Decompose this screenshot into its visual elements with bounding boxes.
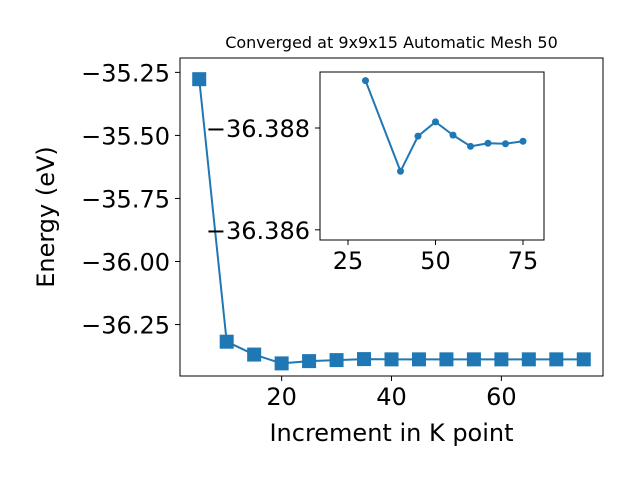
main-data-point — [192, 72, 207, 87]
main-data-point — [357, 352, 372, 367]
inset-data-point — [432, 118, 439, 126]
main-data-point — [466, 352, 481, 367]
main-data-point — [494, 352, 509, 367]
inset-data-point — [397, 167, 404, 175]
main-series — [192, 72, 591, 371]
inset-y-ticks: −36.388 −36.386 — [206, 115, 320, 245]
inset-data-point — [449, 131, 457, 139]
main-data-point — [439, 352, 454, 367]
inset-data-point — [414, 132, 422, 140]
main-data-point — [247, 347, 262, 362]
inset-data-point — [467, 142, 474, 150]
main-x-tick-label: 20 — [266, 383, 297, 411]
x-axis-label: Increment in K point — [269, 419, 513, 447]
main-data-point — [329, 353, 344, 368]
main-y-tick-label: −36.25 — [81, 312, 170, 340]
main-data-point — [576, 352, 591, 367]
main-y-tick-label: −35.50 — [81, 122, 170, 150]
inset-series — [362, 77, 527, 175]
main-data-point — [302, 354, 317, 369]
main-data-point — [549, 352, 564, 367]
inset-plot-frame — [319, 71, 545, 241]
main-y-tick-label: −35.75 — [81, 185, 170, 213]
main-data-point — [219, 334, 234, 349]
inset-y-tick-label: −36.386 — [206, 217, 310, 245]
main-x-tick-label: 60 — [486, 383, 517, 411]
main-data-point — [411, 352, 426, 367]
inset-data-point — [484, 139, 492, 147]
inset-data-point — [502, 140, 509, 148]
main-x-tick-label: 40 — [376, 383, 407, 411]
main-data-point — [274, 356, 289, 371]
inset-x-ticks: 25 50 75 — [333, 240, 539, 275]
y-axis-label: Energy (eV) — [32, 146, 60, 288]
inset-data-point — [362, 77, 369, 85]
main-x-ticks: 20 40 60 — [266, 376, 517, 411]
inset-x-tick-label: 25 — [333, 247, 364, 275]
main-data-point — [521, 352, 536, 367]
main-y-ticks: −35.25 −35.50 −35.75 −36.00 −36.25 — [81, 59, 180, 340]
main-y-tick-label: −36.00 — [81, 249, 170, 277]
inset-data-point — [519, 137, 527, 145]
main-data-point — [384, 352, 399, 367]
main-y-tick-label: −35.25 — [81, 59, 170, 87]
inset-y-tick-label: −36.388 — [206, 115, 310, 143]
inset-x-tick-label: 75 — [508, 247, 539, 275]
chart-title: Converged at 9x9x15 Automatic Mesh 50 — [225, 33, 558, 52]
inset-x-tick-label: 50 — [420, 247, 451, 275]
